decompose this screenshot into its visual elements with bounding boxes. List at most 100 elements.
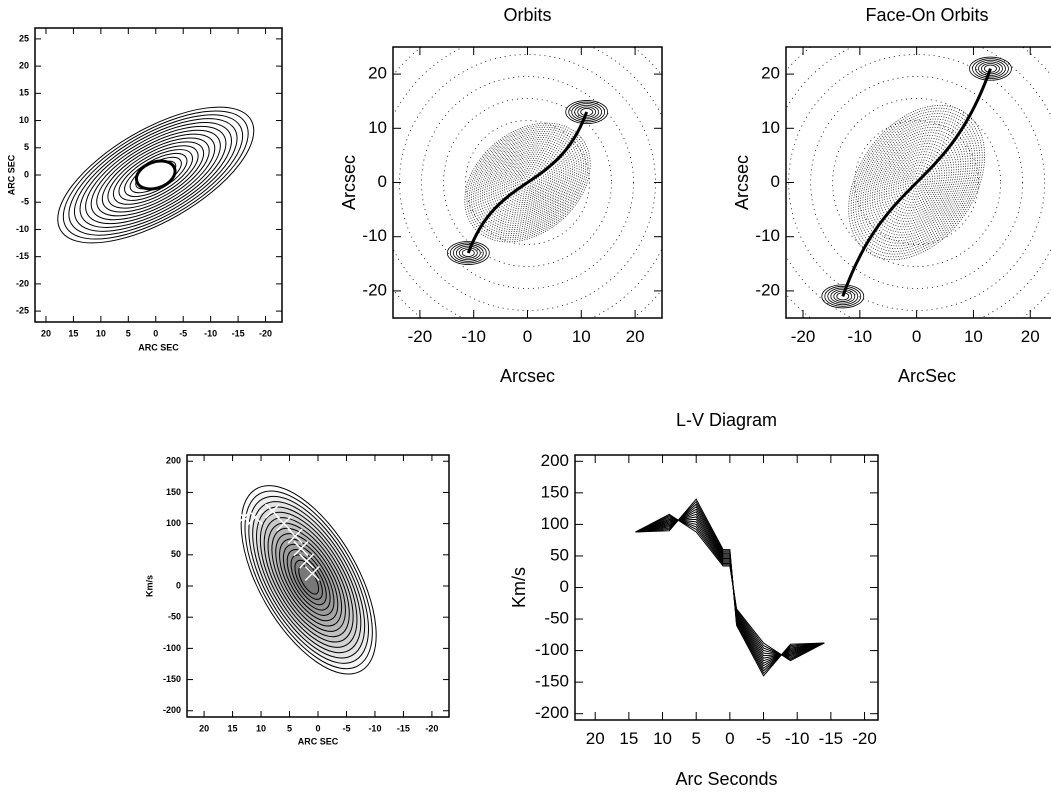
lv-trace (635, 503, 825, 672)
x-tick-label: -15 (397, 723, 410, 733)
loop (833, 290, 853, 302)
y-tick-label: -20 (16, 278, 29, 288)
orbit (874, 135, 959, 230)
orbit (886, 148, 948, 217)
loop (824, 285, 862, 307)
outer-orbit (854, 120, 980, 245)
orbit (497, 153, 558, 212)
lv-trace (635, 518, 825, 657)
y-tick-label: -100 (535, 640, 569, 659)
x-axis-label: Arcsec (500, 366, 555, 386)
orbit (506, 162, 549, 203)
x-axis-label: ArcSec (898, 366, 956, 386)
y-tick-label: -150 (535, 672, 569, 691)
frame (574, 454, 879, 721)
y-tick-label: 50 (171, 549, 181, 559)
y-tick-label: 200 (541, 451, 569, 470)
x-tick-label: -10 (461, 327, 486, 346)
panel: -20 -10 0 10 20 -20 -10 0 10 20 Arcsec Arcsec Orbits (339, 5, 663, 386)
y-axis-label: Arcsec (732, 155, 752, 210)
chart-title: L-V Diagram (676, 410, 777, 430)
outer-orbit (421, 76, 634, 289)
y-tick-label: -100 (163, 643, 181, 653)
orbit (853, 110, 981, 255)
y-tick-label: 0 (771, 172, 780, 191)
y-tick-label: 20 (761, 64, 780, 83)
x-tick-label: -20 (852, 729, 877, 748)
x-tick-label: -10 (204, 328, 217, 338)
x-tick-label: 20 (626, 327, 645, 346)
y-tick-label: -10 (362, 226, 387, 245)
lv-trace (635, 518, 825, 657)
y-tick-label: 200 (166, 456, 181, 466)
y-tick-label: 10 (368, 118, 387, 137)
loop (446, 240, 490, 265)
orbit (473, 131, 582, 234)
orbit (900, 165, 933, 200)
y-tick-label: -150 (163, 674, 181, 684)
x-marker (247, 509, 263, 525)
x-tick-label: 0 (153, 328, 158, 338)
y-axis-label: ARC SEC (6, 154, 16, 195)
outer-orbit (810, 76, 1024, 289)
x-marker (236, 509, 252, 525)
x-tick-label: -10 (848, 327, 873, 346)
panel: 20 15 10 5 0 -5 -10 -15 -20-200-150-100-50050100… (144, 454, 450, 746)
x-tick-label: 0 (315, 723, 320, 733)
x-tick-label: 20 (1021, 327, 1040, 346)
loop (969, 56, 1012, 81)
x-marker (264, 503, 280, 519)
x-tick-label: 15 (68, 328, 78, 338)
lv-trace (635, 511, 825, 664)
x-marker (299, 553, 315, 569)
loop (571, 103, 603, 121)
x-tick-label: 10 (653, 729, 672, 748)
y-tick-label: 150 (541, 482, 569, 501)
x-tick-label: 20 (586, 729, 605, 748)
x-tick-label: 10 (96, 328, 106, 338)
loop (978, 61, 1003, 76)
orbit (504, 159, 551, 206)
x-tick-label: -20 (425, 723, 438, 733)
y-tick-label: 50 (550, 545, 569, 564)
x-tick-label: -10 (785, 729, 810, 748)
y-tick-label: 15 (19, 88, 29, 98)
x-tick-label: -15 (819, 729, 844, 748)
x-tick-label: 20 (41, 328, 51, 338)
orbit (871, 132, 962, 233)
loop (565, 100, 609, 125)
orbit (466, 124, 589, 241)
x-axis-label: Arc Seconds (675, 769, 777, 789)
orbit (890, 154, 943, 211)
x-marker (287, 528, 303, 544)
y-tick-label: 5 (24, 142, 29, 152)
x-marker (225, 509, 241, 525)
y-tick-label: 100 (541, 514, 569, 533)
x-axis-label: ARC SEC (298, 736, 339, 746)
orbit (495, 151, 560, 214)
outer-orbit (832, 98, 1002, 267)
y-tick-label: 0 (560, 577, 569, 596)
y-axis-label: Arcsec (339, 155, 359, 210)
x-tick-label: 5 (691, 729, 700, 748)
core (134, 159, 177, 191)
orbit (907, 173, 926, 192)
lv-trace (635, 517, 825, 658)
y-tick-label: -50 (168, 612, 181, 622)
lv-trace (635, 516, 825, 659)
y-tick-label: -200 (163, 705, 181, 715)
orbit (471, 128, 584, 237)
outer-orbit (443, 98, 612, 267)
y-tick-label: -5 (21, 197, 29, 207)
y-tick-label: -10 (755, 226, 780, 245)
x-tick-label: -20 (408, 327, 433, 346)
y-tick-label: 25 (19, 33, 29, 43)
x-tick-label: 0 (523, 327, 532, 346)
lv-trace (635, 513, 825, 662)
x-tick-label: 15 (619, 729, 638, 748)
orbit (876, 137, 957, 228)
x-marker (304, 565, 320, 582)
orbit (848, 105, 985, 260)
loop (577, 106, 597, 118)
loop (449, 242, 487, 264)
